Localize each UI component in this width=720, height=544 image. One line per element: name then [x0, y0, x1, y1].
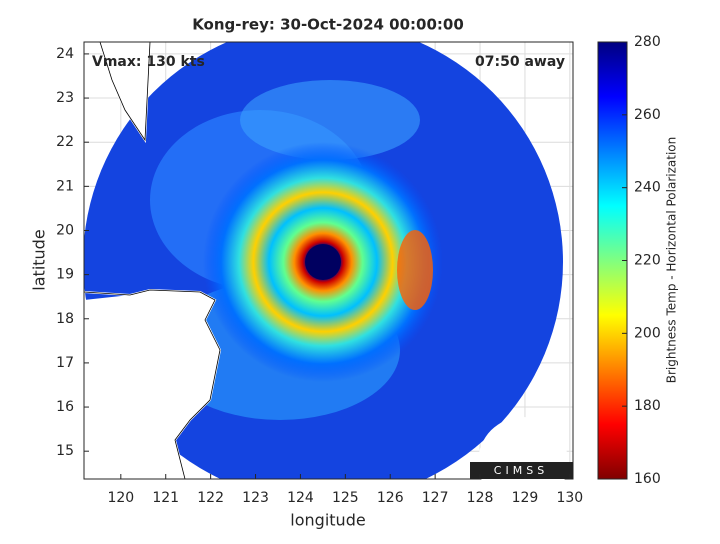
annotation: Vmax: 130 kts — [92, 54, 205, 70]
colorbar-tick-label: 220 — [634, 253, 661, 269]
y-tick-label: 19 — [56, 267, 74, 283]
colorbar-tick-label: 200 — [634, 325, 661, 341]
colorbar-tick-label: 260 — [634, 107, 661, 123]
y-tick-label: 15 — [56, 443, 74, 459]
logo: CIMSS — [470, 417, 573, 507]
y-tick-label: 21 — [56, 178, 74, 194]
colorbar-tick-label: 180 — [634, 398, 661, 414]
x-tick-label: 120 — [107, 490, 134, 506]
satellite-image — [84, 42, 563, 479]
y-tick-label: 17 — [56, 355, 74, 371]
colorbar-tick-label: 160 — [634, 471, 661, 487]
x-tick-label: 130 — [556, 490, 583, 506]
x-tick-label: 122 — [197, 490, 224, 506]
y-axis-label: latitude — [30, 229, 49, 290]
y-tick-label: 20 — [56, 222, 74, 238]
y-tick-label: 23 — [56, 90, 74, 106]
chart-title: Kong-rey: 30-Oct-2024 00:00:00 — [192, 16, 464, 34]
x-tick-label: 125 — [332, 490, 359, 506]
x-tick-label: 126 — [377, 490, 404, 506]
logo-text: CIMSS — [494, 464, 548, 477]
x-tick-label: 128 — [467, 490, 494, 506]
colorbar-label: Brightness Temp - Horizontal Polarizatio… — [665, 137, 679, 384]
x-tick-label: 124 — [287, 490, 314, 506]
x-tick-label: 129 — [512, 490, 539, 506]
y-tick-label: 16 — [56, 399, 74, 415]
y-tick-label: 18 — [56, 311, 74, 327]
y-tick-label: 24 — [56, 46, 74, 62]
x-tick-label: 123 — [242, 490, 269, 506]
x-tick-label: 127 — [422, 490, 449, 506]
x-axis-label: longitude — [290, 511, 365, 530]
colorbar-tick-label: 240 — [634, 180, 661, 196]
x-tick-label: 121 — [152, 490, 179, 506]
y-tick-label: 22 — [56, 134, 74, 150]
annotation: 07:50 away — [475, 54, 565, 70]
colorbar-tick-label: 280 — [634, 34, 661, 50]
